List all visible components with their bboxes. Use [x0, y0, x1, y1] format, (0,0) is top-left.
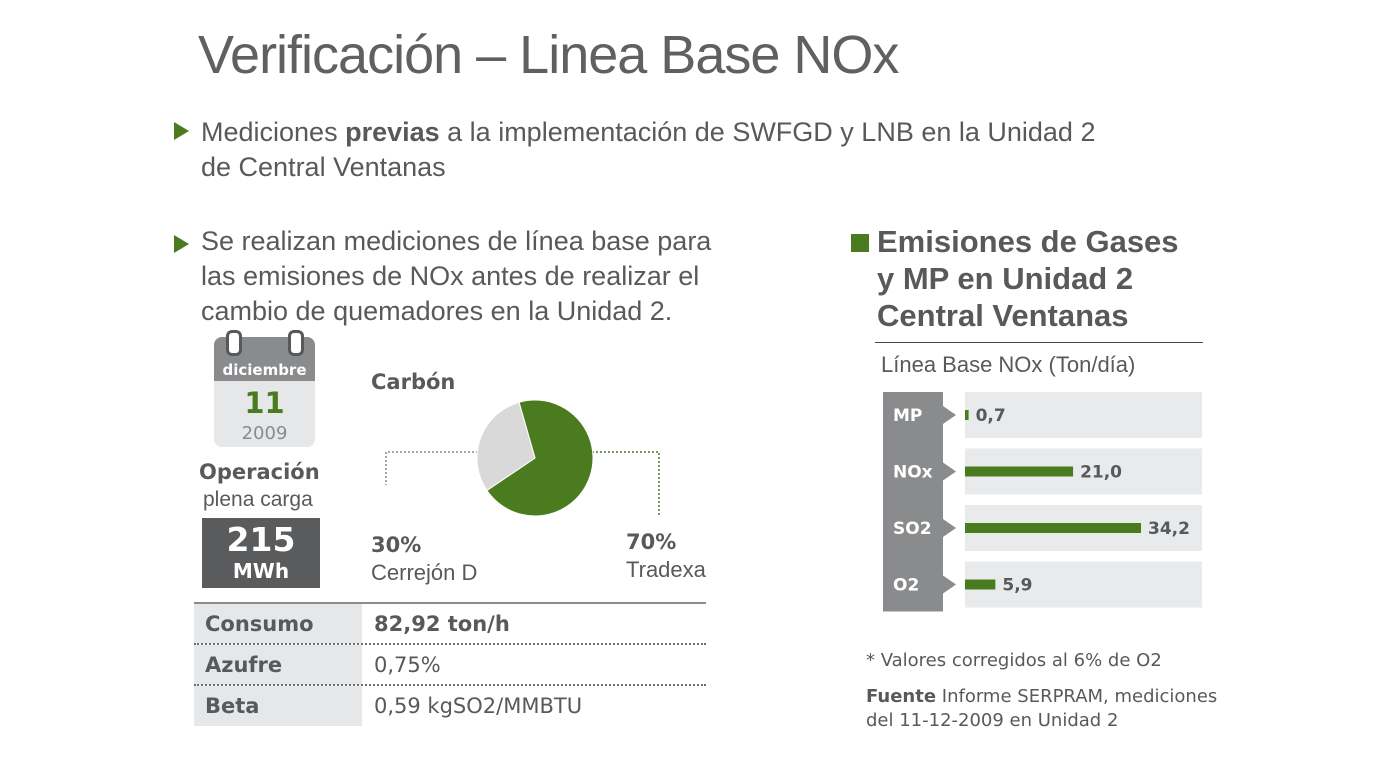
pie-leader-left — [385, 451, 478, 485]
table-row: Beta 0,59 kgSO2/MMBTU — [194, 686, 706, 726]
calendar-day: 11 — [244, 386, 285, 420]
bar-nox — [965, 466, 1074, 477]
bar-category-label: NOx — [893, 463, 933, 483]
bullet-1-bold: previas — [345, 117, 440, 147]
bar-so2 — [965, 523, 1141, 533]
bar-row-background — [965, 561, 1202, 608]
bullet-1-post: a la implementación de SWFGD y LNB en la… — [439, 117, 1096, 147]
table-divider — [194, 684, 706, 686]
bar-label-arrow — [943, 462, 956, 481]
bullet-1-text: Mediciones previas a la implementación d… — [201, 115, 1095, 185]
bullet-2-line3: cambio de quemadores en la Unidad 2. — [201, 296, 673, 326]
table-value: 82,92 ton/h — [374, 612, 510, 636]
table-divider — [194, 643, 706, 645]
section-title-line1: Emisiones de Gases — [877, 224, 1179, 259]
pie-chart — [385, 399, 660, 517]
pie-leader-right — [592, 451, 660, 515]
table-key: Azufre — [194, 645, 362, 685]
pie-pct-right: 70% — [626, 530, 677, 554]
table-row: Consumo 82,92 ton/h — [194, 604, 706, 644]
pie-title: Carbón — [371, 370, 456, 394]
bullet-2-line1: Se realizan mediciones de línea base par… — [201, 226, 712, 256]
table-key: Consumo — [194, 604, 362, 644]
bar-label-column — [883, 392, 943, 612]
section-marker — [851, 234, 869, 252]
bullet-2-text: Se realizan mediciones de línea base par… — [201, 224, 711, 329]
source-line2: del 11-12-2009 en Unidad 2 — [866, 710, 1119, 731]
operation-sub: plena carga — [203, 488, 313, 511]
table-key: Beta — [194, 686, 362, 726]
bar-chart-title: Línea Base NOx (Ton/día) — [881, 352, 1136, 377]
bullet-1-line2: de Central Ventanas — [201, 152, 446, 182]
pie-label-left: Cerrejón D — [371, 560, 478, 585]
calendar-month: diciembre — [222, 361, 307, 379]
bullet-1-pre: Mediciones — [201, 117, 346, 147]
bar-o2 — [965, 579, 996, 590]
bar-value-label: 34,2 — [1148, 519, 1190, 539]
source-label: Fuente — [866, 686, 937, 707]
source-text: Informe SERPRAM, mediciones — [936, 686, 1218, 707]
calendar-ring — [288, 330, 304, 356]
bullet-2-line2: las emisiones de NOx antes de realizar e… — [201, 261, 700, 291]
table-top-border — [194, 602, 706, 604]
bar-label-arrow — [943, 406, 956, 424]
page-title: Verificación – Linea Base NOx — [198, 25, 899, 85]
bar-category-label: SO2 — [893, 519, 932, 539]
footnote: * Valores corregidos al 6% de O2 — [866, 650, 1162, 671]
section-title: Emisiones de Gases y MP en Unidad 2 Cent… — [877, 223, 1179, 334]
bar-chart: MP 0,7 NOx 21,0 SO2 34,2 O2 5,9 — [883, 392, 1202, 612]
source-note: Fuente Informe SERPRAM, mediciones del 1… — [866, 685, 1217, 733]
operation-label: Operación — [199, 460, 320, 484]
section-title-line2: y MP en Unidad 2 — [877, 261, 1134, 296]
calendar-year: 2009 — [241, 423, 288, 444]
bar-label-arrow — [943, 519, 956, 537]
section-divider — [875, 342, 1203, 343]
pie-label-right: Tradexa — [626, 557, 706, 582]
bar-value-label: 0,7 — [976, 406, 1006, 426]
section-title-line3: Central Ventanas — [877, 298, 1129, 333]
table-row: Azufre 0,75% — [194, 645, 706, 685]
bar-value-label: 5,9 — [1002, 576, 1032, 596]
bar-value-label: 21,0 — [1080, 463, 1122, 483]
pie-slice-cerrej-n-d — [476, 401, 536, 492]
power-value: 215 — [226, 520, 296, 559]
pie-pct-left: 30% — [371, 533, 422, 557]
bar-label-arrow — [943, 575, 956, 594]
bar-mp — [965, 410, 969, 420]
power-unit: MWh — [232, 559, 290, 583]
calendar-ring — [226, 330, 242, 356]
power-badge: 215 MWh — [202, 518, 320, 588]
bar-category-label: O2 — [893, 576, 919, 596]
table-value: 0,59 kgSO2/MMBTU — [374, 694, 583, 718]
pie-slice-tradexa — [486, 399, 594, 517]
bullet-marker — [174, 122, 189, 140]
bar-row-background — [965, 392, 1202, 438]
table-value: 0,75% — [374, 653, 441, 677]
bar-category-label: MP — [893, 406, 922, 426]
bullet-marker — [174, 235, 189, 253]
